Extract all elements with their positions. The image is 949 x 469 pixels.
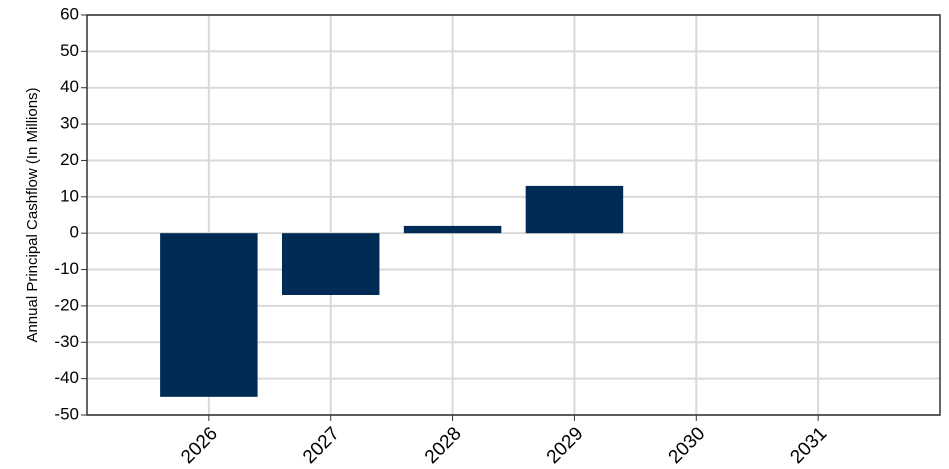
plot-frame	[86, 14, 941, 416]
y-tick-label: 60	[60, 4, 79, 23]
y-tick-label: 40	[60, 77, 79, 96]
y-tick-label: 10	[60, 186, 79, 205]
y-tick-label: -50	[54, 404, 79, 423]
x-tick-label: 2028	[421, 423, 466, 468]
y-tick-label: -20	[54, 295, 79, 314]
bar	[160, 233, 258, 397]
bar	[525, 185, 624, 234]
y-tick-label: -10	[54, 259, 79, 278]
x-tick-label: 2031	[786, 423, 831, 468]
y-tick-label: -30	[54, 332, 79, 351]
bar	[403, 225, 502, 234]
x-tick-label: 2027	[299, 423, 344, 468]
x-tick-label: 2026	[177, 423, 222, 468]
y-tick-label: 50	[60, 41, 79, 60]
y-axis-label: Annual Principal Cashflow (In Millions)	[24, 87, 41, 342]
x-tick-label: 2030	[665, 423, 710, 468]
y-tick-label: 20	[60, 150, 79, 169]
y-tick-label: -40	[54, 368, 79, 387]
y-tick-label: 30	[60, 114, 79, 133]
x-tick-label: 2029	[543, 423, 588, 468]
y-tick-label: 0	[70, 223, 79, 242]
bar	[281, 233, 380, 295]
